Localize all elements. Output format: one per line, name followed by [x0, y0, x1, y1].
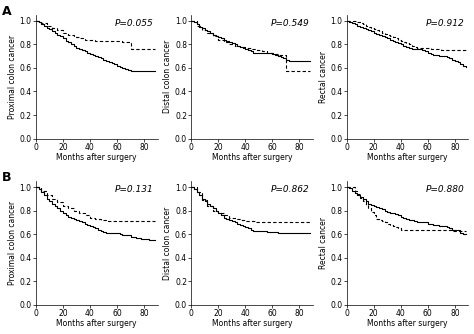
Y-axis label: Proximal colon cancer: Proximal colon cancer: [8, 35, 17, 119]
X-axis label: Months after surgery: Months after surgery: [367, 153, 448, 162]
Y-axis label: Distal colon cancer: Distal colon cancer: [163, 40, 172, 113]
Y-axis label: Rectal cancer: Rectal cancer: [319, 217, 328, 269]
Y-axis label: Rectal cancer: Rectal cancer: [319, 51, 328, 103]
Text: P=0.880: P=0.880: [426, 185, 465, 194]
Y-axis label: Proximal colon cancer: Proximal colon cancer: [8, 201, 17, 285]
Text: P=0.862: P=0.862: [271, 185, 310, 194]
Text: P=0.549: P=0.549: [271, 19, 310, 28]
Y-axis label: Distal colon cancer: Distal colon cancer: [163, 206, 172, 280]
X-axis label: Months after surgery: Months after surgery: [56, 153, 137, 162]
X-axis label: Months after surgery: Months after surgery: [212, 153, 292, 162]
Text: P=0.055: P=0.055: [115, 19, 154, 28]
X-axis label: Months after surgery: Months after surgery: [367, 319, 448, 328]
Text: P=0.131: P=0.131: [115, 185, 154, 194]
X-axis label: Months after surgery: Months after surgery: [56, 319, 137, 328]
X-axis label: Months after surgery: Months after surgery: [212, 319, 292, 328]
Text: P=0.912: P=0.912: [426, 19, 465, 28]
Text: A: A: [2, 5, 11, 18]
Text: B: B: [2, 171, 11, 184]
